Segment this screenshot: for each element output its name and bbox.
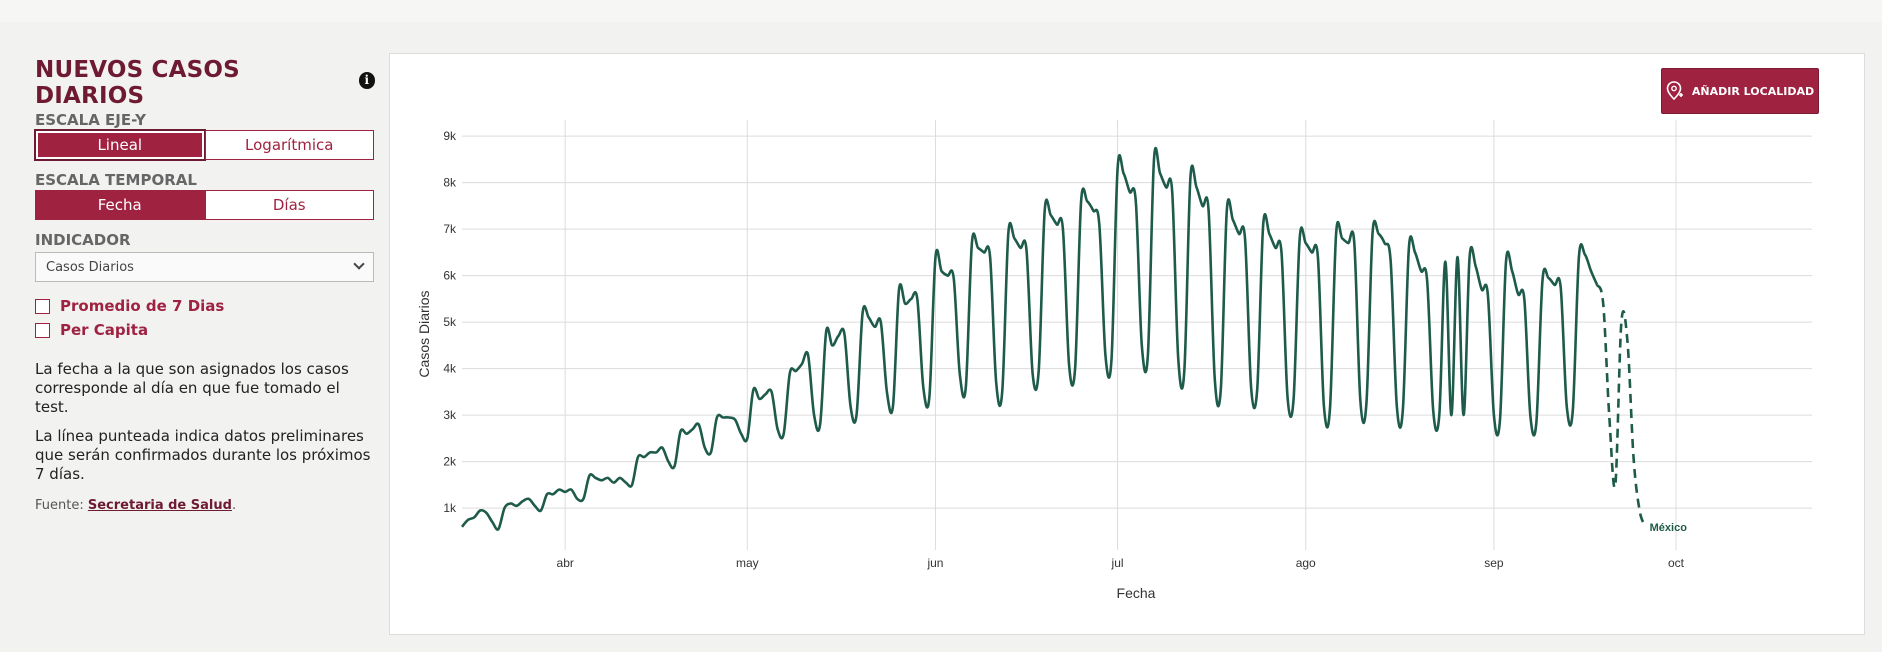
x-tick-label: jul	[1111, 556, 1124, 570]
info-icon[interactable]: i	[358, 71, 375, 89]
y-tick-label: 1k	[443, 501, 457, 515]
source-suffix: .	[231, 498, 237, 513]
page-title: NUEVOS CASOS DIARIOS	[35, 57, 240, 109]
source-prefix: Fuente:	[35, 498, 88, 513]
timescale-date-button[interactable]: Fecha	[35, 190, 205, 220]
indicator-select[interactable]: Casos Diarios	[35, 252, 374, 282]
capita-option: Per Capita	[35, 321, 375, 339]
axis-layer: 1k 2k 3k 4k 5k 6k 7k 8k 9k abr may jun jul ago sep oct	[443, 129, 1684, 570]
y-tick-label: 7k	[443, 222, 457, 236]
indicator-value: Casos Diarios	[46, 259, 134, 275]
x-tick-label: ago	[1296, 556, 1316, 570]
y-tick-label: 6k	[443, 269, 457, 283]
grid-layer	[462, 120, 1812, 550]
x-tick-label: abr	[557, 556, 574, 570]
location-pin-plus-icon	[1666, 81, 1683, 101]
capita-checkbox[interactable]	[35, 322, 50, 338]
x-axis-label: Fecha	[1117, 585, 1156, 601]
x-tick-label: may	[736, 556, 759, 570]
date-note: La fecha a la que son asignados los caso…	[35, 360, 349, 416]
indicator-label: INDICADOR	[35, 231, 131, 249]
series-label: México	[1650, 522, 1688, 534]
avg-checkbox[interactable]	[35, 298, 50, 314]
x-tick-label: sep	[1484, 556, 1504, 570]
title-row: NUEVOS CASOS DIARIOS i	[35, 57, 375, 109]
add-location-label: AÑADIR LOCALIDAD	[1691, 84, 1815, 98]
avg-checkbox-label[interactable]: Promedio de 7 Dias	[60, 297, 225, 315]
y-tick-label: 3k	[443, 408, 457, 422]
y-tick-label: 4k	[443, 362, 457, 376]
timescale-days-button[interactable]: Días	[204, 190, 374, 220]
source-link[interactable]: Secretaria de Salud	[87, 498, 232, 513]
y-tick-label: 5k	[443, 315, 457, 329]
series-line-confirmed	[460, 147, 1599, 531]
preliminary-note: La línea punteada indica datos prelimina…	[35, 427, 371, 483]
yscale-linear-button[interactable]: Lineal	[34, 129, 206, 161]
x-tick-label: oct	[1668, 556, 1685, 570]
y-tick-label: 9k	[443, 129, 457, 143]
yscale-log-button[interactable]: Logarítmica	[204, 130, 374, 160]
line-layer: México	[460, 147, 1688, 534]
source-line: Fuente: Secretaria de Salud.	[35, 498, 375, 513]
top-band	[0, 0, 1882, 22]
capita-checkbox-label[interactable]: Per Capita	[60, 321, 149, 339]
y-tick-label: 2k	[443, 455, 457, 469]
avg-option: Promedio de 7 Dias	[35, 297, 375, 315]
y-axis-label: Casos Diarios	[416, 290, 432, 377]
series-line-preliminary	[1595, 284, 1647, 528]
timescale-toggle: Fecha Días	[35, 190, 374, 220]
add-location-button[interactable]: AÑADIR LOCALIDAD	[1661, 68, 1819, 114]
yscale-label: ESCALA EJE-Y	[35, 111, 147, 129]
x-tick-label: jun	[926, 556, 943, 570]
controls-panel: NUEVOS CASOS DIARIOS i ESCALA EJE-Y Line…	[34, 57, 375, 513]
yscale-toggle: Lineal Logarítmica	[34, 129, 374, 161]
y-tick-label: 8k	[443, 176, 457, 190]
timescale-label: ESCALA TEMPORAL	[35, 171, 197, 189]
